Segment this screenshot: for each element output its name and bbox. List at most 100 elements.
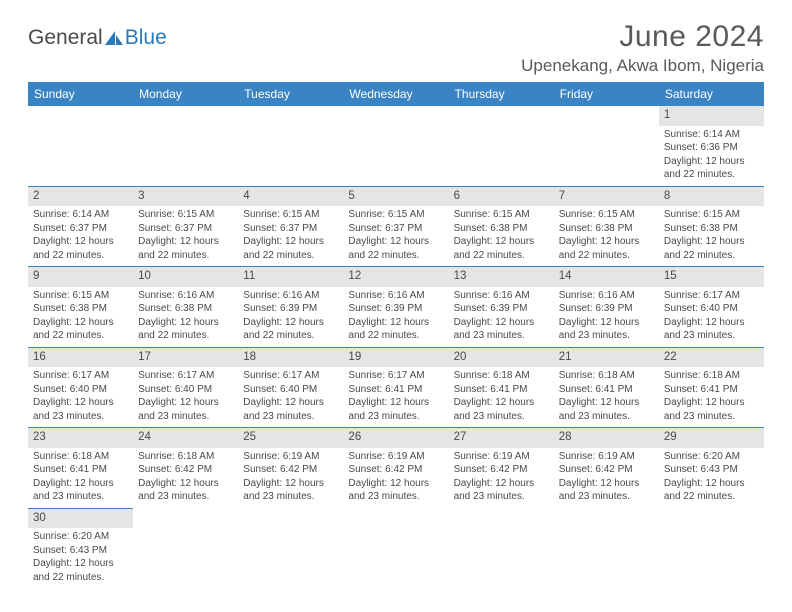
day-sunrise: Sunrise: 6:15 AM [454,208,549,222]
day-sunrise: Sunrise: 6:15 AM [559,208,654,222]
day-daylight1: Daylight: 12 hours [33,235,128,249]
day-sunrise: Sunrise: 6:18 AM [454,369,549,383]
day-number: 23 [28,428,133,448]
day-sunrise: Sunrise: 6:15 AM [33,289,128,303]
day-daylight1: Daylight: 12 hours [559,316,654,330]
day-number: 15 [659,267,764,287]
calendar-day-cell [343,508,448,588]
day-number: 19 [343,348,448,368]
calendar-week-row: 30Sunrise: 6:20 AMSunset: 6:43 PMDayligh… [28,508,764,588]
calendar-day-cell [449,508,554,588]
day-daylight2: and 23 minutes. [243,490,338,504]
day-sunrise: Sunrise: 6:17 AM [243,369,338,383]
day-daylight1: Daylight: 12 hours [348,396,443,410]
calendar-day-cell: 22Sunrise: 6:18 AMSunset: 6:41 PMDayligh… [659,347,764,428]
day-sunset: Sunset: 6:42 PM [138,463,233,477]
day-sunset: Sunset: 6:37 PM [348,222,443,236]
day-sunset: Sunset: 6:40 PM [33,383,128,397]
calendar-body: 1Sunrise: 6:14 AMSunset: 6:36 PMDaylight… [28,106,764,588]
logo-sail-icon [103,29,125,47]
calendar-day-cell [133,508,238,588]
day-sunset: Sunset: 6:37 PM [138,222,233,236]
day-sunrise: Sunrise: 6:14 AM [664,128,759,142]
day-sunset: Sunset: 6:41 PM [559,383,654,397]
day-sunset: Sunset: 6:41 PM [664,383,759,397]
calendar-day-cell: 2Sunrise: 6:14 AMSunset: 6:37 PMDaylight… [28,186,133,267]
day-daylight2: and 23 minutes. [348,410,443,424]
day-daylight2: and 22 minutes. [559,249,654,263]
day-daylight1: Daylight: 12 hours [454,316,549,330]
calendar-day-cell: 3Sunrise: 6:15 AMSunset: 6:37 PMDaylight… [133,186,238,267]
day-sunset: Sunset: 6:42 PM [348,463,443,477]
day-number: 24 [133,428,238,448]
calendar-day-cell: 24Sunrise: 6:18 AMSunset: 6:42 PMDayligh… [133,428,238,509]
day-number: 29 [659,428,764,448]
weekday-header: Monday [133,82,238,106]
day-number: 13 [449,267,554,287]
day-sunset: Sunset: 6:43 PM [664,463,759,477]
day-sunset: Sunset: 6:37 PM [33,222,128,236]
day-daylight2: and 23 minutes. [33,490,128,504]
day-number: 10 [133,267,238,287]
calendar-day-cell [554,106,659,186]
day-daylight1: Daylight: 12 hours [348,477,443,491]
day-daylight2: and 23 minutes. [559,490,654,504]
day-daylight1: Daylight: 12 hours [33,396,128,410]
day-sunrise: Sunrise: 6:19 AM [348,450,443,464]
day-number: 22 [659,348,764,368]
day-sunrise: Sunrise: 6:16 AM [243,289,338,303]
calendar-day-cell: 19Sunrise: 6:17 AMSunset: 6:41 PMDayligh… [343,347,448,428]
calendar-week-row: 23Sunrise: 6:18 AMSunset: 6:41 PMDayligh… [28,428,764,509]
day-daylight2: and 22 minutes. [33,329,128,343]
calendar-day-cell: 8Sunrise: 6:15 AMSunset: 6:38 PMDaylight… [659,186,764,267]
day-daylight2: and 23 minutes. [138,490,233,504]
day-daylight2: and 23 minutes. [454,329,549,343]
calendar-day-cell: 7Sunrise: 6:15 AMSunset: 6:38 PMDaylight… [554,186,659,267]
day-daylight2: and 22 minutes. [454,249,549,263]
day-sunrise: Sunrise: 6:18 AM [664,369,759,383]
day-sunset: Sunset: 6:38 PM [664,222,759,236]
day-sunrise: Sunrise: 6:20 AM [664,450,759,464]
day-number: 16 [28,348,133,368]
calendar-day-cell [343,106,448,186]
day-number: 7 [554,187,659,207]
day-number: 20 [449,348,554,368]
calendar-day-cell [133,106,238,186]
calendar-day-cell: 9Sunrise: 6:15 AMSunset: 6:38 PMDaylight… [28,267,133,348]
title-block: June 2024 Upenekang, Akwa Ibom, Nigeria [521,20,764,76]
day-number: 30 [28,509,133,529]
day-number: 8 [659,187,764,207]
location-text: Upenekang, Akwa Ibom, Nigeria [521,56,764,76]
day-sunset: Sunset: 6:40 PM [243,383,338,397]
weekday-header-row: Sunday Monday Tuesday Wednesday Thursday… [28,82,764,106]
day-daylight1: Daylight: 12 hours [138,235,233,249]
day-sunset: Sunset: 6:38 PM [33,302,128,316]
page-root: General Blue June 2024 Upenekang, Akwa I… [0,0,792,608]
calendar-day-cell: 28Sunrise: 6:19 AMSunset: 6:42 PMDayligh… [554,428,659,509]
day-number: 2 [28,187,133,207]
calendar-week-row: 2Sunrise: 6:14 AMSunset: 6:37 PMDaylight… [28,186,764,267]
calendar-week-row: 9Sunrise: 6:15 AMSunset: 6:38 PMDaylight… [28,267,764,348]
day-daylight1: Daylight: 12 hours [559,235,654,249]
day-sunrise: Sunrise: 6:15 AM [664,208,759,222]
day-daylight1: Daylight: 12 hours [138,396,233,410]
day-sunset: Sunset: 6:41 PM [454,383,549,397]
day-daylight2: and 22 minutes. [33,249,128,263]
day-number: 4 [238,187,343,207]
day-sunrise: Sunrise: 6:15 AM [138,208,233,222]
day-sunrise: Sunrise: 6:19 AM [243,450,338,464]
day-daylight2: and 23 minutes. [664,329,759,343]
day-sunset: Sunset: 6:40 PM [138,383,233,397]
day-sunrise: Sunrise: 6:20 AM [33,530,128,544]
calendar-table: Sunday Monday Tuesday Wednesday Thursday… [28,82,764,588]
weekday-header: Friday [554,82,659,106]
month-title: June 2024 [521,20,764,54]
day-daylight2: and 22 minutes. [664,490,759,504]
day-sunset: Sunset: 6:41 PM [33,463,128,477]
day-sunrise: Sunrise: 6:18 AM [559,369,654,383]
weekday-header: Wednesday [343,82,448,106]
day-sunset: Sunset: 6:42 PM [559,463,654,477]
calendar-day-cell: 13Sunrise: 6:16 AMSunset: 6:39 PMDayligh… [449,267,554,348]
calendar-week-row: 16Sunrise: 6:17 AMSunset: 6:40 PMDayligh… [28,347,764,428]
day-daylight2: and 23 minutes. [664,410,759,424]
